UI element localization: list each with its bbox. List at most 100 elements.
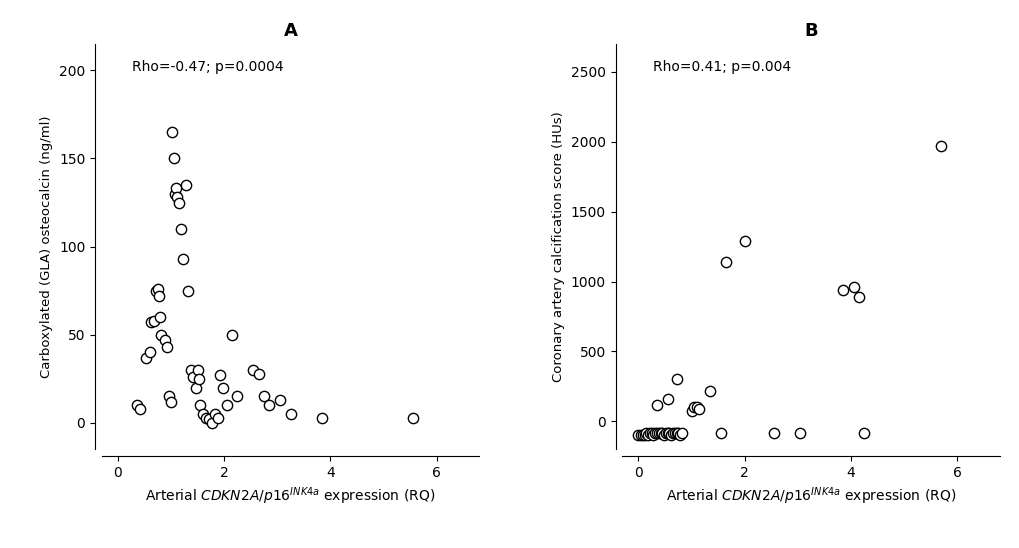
Point: [218, 401, 234, 410]
Point: [691, 404, 707, 413]
Point: [214, 383, 230, 392]
Point: [146, 316, 162, 325]
Point: [174, 255, 191, 264]
Title: A: A: [283, 21, 298, 39]
Point: [636, 431, 652, 439]
X-axis label: Arterial $\mathit{CDKN2A/p16}^{\mathit{INK4a}}$ expression (RQ): Arterial $\mathit{CDKN2A/p16}^{\mathit{I…: [146, 486, 435, 507]
Point: [204, 419, 220, 427]
Point: [156, 336, 172, 345]
Point: [659, 395, 676, 403]
Y-axis label: Carboxylated (GLA) osteocalcin (ng/ml): Carboxylated (GLA) osteocalcin (ng/ml): [41, 115, 53, 378]
Point: [185, 373, 202, 381]
Point: [251, 369, 267, 378]
Point: [650, 428, 666, 437]
Point: [667, 428, 684, 437]
Point: [131, 404, 148, 413]
Title: B: B: [803, 21, 817, 39]
Point: [834, 286, 850, 294]
Point: [641, 428, 657, 437]
Point: [855, 428, 871, 437]
Point: [261, 401, 277, 410]
Point: [165, 154, 181, 163]
Point: [163, 397, 179, 406]
Point: [669, 428, 686, 437]
Point: [632, 431, 648, 439]
Point: [195, 410, 211, 419]
Point: [657, 428, 674, 437]
Point: [191, 374, 207, 383]
Point: [245, 366, 261, 374]
Point: [169, 193, 185, 202]
Point: [190, 366, 206, 374]
Point: [655, 431, 672, 439]
Point: [166, 189, 182, 198]
Point: [659, 428, 676, 437]
Point: [639, 431, 655, 439]
Point: [210, 413, 226, 422]
Point: [717, 258, 734, 266]
Point: [128, 401, 145, 410]
Point: [665, 428, 682, 437]
Point: [142, 348, 158, 357]
Point: [179, 286, 196, 295]
Point: [736, 237, 752, 246]
Point: [683, 407, 699, 415]
Point: [198, 413, 214, 422]
Point: [701, 386, 717, 395]
Point: [187, 383, 204, 392]
Point: [229, 392, 246, 401]
Point: [667, 375, 684, 384]
Point: [688, 403, 704, 412]
Point: [161, 392, 177, 401]
Point: [138, 353, 154, 362]
Text: Rho=-0.47; p=0.0004: Rho=-0.47; p=0.0004: [132, 60, 283, 74]
Point: [177, 180, 194, 189]
Point: [224, 330, 240, 339]
Point: [314, 413, 330, 422]
Point: [662, 431, 679, 439]
Point: [648, 428, 664, 437]
Point: [143, 318, 159, 327]
Point: [148, 286, 164, 295]
X-axis label: Arterial $\mathit{CDKN2A/p16}^{\mathit{INK4a}}$ expression (RQ): Arterial $\mathit{CDKN2A/p16}^{\mathit{I…: [665, 486, 955, 507]
Point: [192, 401, 208, 410]
Point: [212, 371, 228, 380]
Point: [644, 431, 660, 439]
Point: [201, 415, 217, 424]
Point: [712, 428, 729, 437]
Point: [150, 284, 166, 293]
Point: [660, 428, 677, 437]
Point: [182, 366, 199, 374]
Point: [932, 141, 949, 150]
Point: [171, 198, 187, 207]
Point: [206, 410, 222, 419]
Point: [653, 428, 669, 437]
Point: [792, 428, 808, 437]
Point: [648, 400, 664, 409]
Point: [151, 292, 167, 300]
Point: [845, 283, 861, 292]
Point: [256, 392, 272, 401]
Point: [765, 428, 782, 437]
Point: [664, 428, 681, 437]
Point: [164, 128, 180, 136]
Point: [643, 428, 659, 437]
Point: [405, 413, 421, 422]
Point: [634, 431, 650, 439]
Text: Rho=0.41; p=0.004: Rho=0.41; p=0.004: [652, 60, 790, 74]
Point: [686, 403, 702, 412]
Point: [172, 225, 189, 233]
Point: [152, 313, 168, 322]
Point: [671, 431, 687, 439]
Point: [652, 428, 668, 437]
Point: [282, 410, 299, 419]
Point: [168, 184, 184, 193]
Point: [674, 428, 690, 437]
Point: [159, 342, 175, 351]
Point: [271, 396, 287, 404]
Y-axis label: Coronary artery calcification score (HUs): Coronary artery calcification score (HUs…: [551, 111, 565, 382]
Point: [630, 431, 646, 439]
Point: [647, 428, 663, 437]
Point: [638, 428, 654, 437]
Point: [153, 330, 169, 339]
